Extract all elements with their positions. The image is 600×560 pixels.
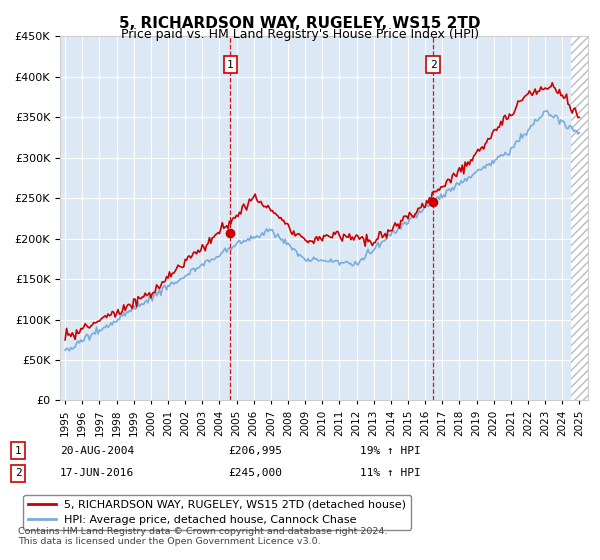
Text: £245,000: £245,000 <box>228 468 282 478</box>
Text: 2: 2 <box>430 60 436 69</box>
Text: 17-JUN-2016: 17-JUN-2016 <box>60 468 134 478</box>
Text: 2: 2 <box>14 468 22 478</box>
Text: £206,995: £206,995 <box>228 446 282 456</box>
Text: 1: 1 <box>14 446 22 456</box>
Text: Contains HM Land Registry data © Crown copyright and database right 2024.
This d: Contains HM Land Registry data © Crown c… <box>18 526 388 546</box>
Text: 11% ↑ HPI: 11% ↑ HPI <box>360 468 421 478</box>
Text: 5, RICHARDSON WAY, RUGELEY, WS15 2TD: 5, RICHARDSON WAY, RUGELEY, WS15 2TD <box>119 16 481 31</box>
Legend: 5, RICHARDSON WAY, RUGELEY, WS15 2TD (detached house), HPI: Average price, detac: 5, RICHARDSON WAY, RUGELEY, WS15 2TD (de… <box>23 495 411 530</box>
Text: 20-AUG-2004: 20-AUG-2004 <box>60 446 134 456</box>
Text: Price paid vs. HM Land Registry's House Price Index (HPI): Price paid vs. HM Land Registry's House … <box>121 28 479 41</box>
Bar <box>571 36 588 400</box>
Bar <box>571 36 588 400</box>
Text: 19% ↑ HPI: 19% ↑ HPI <box>360 446 421 456</box>
Text: 1: 1 <box>227 60 234 69</box>
